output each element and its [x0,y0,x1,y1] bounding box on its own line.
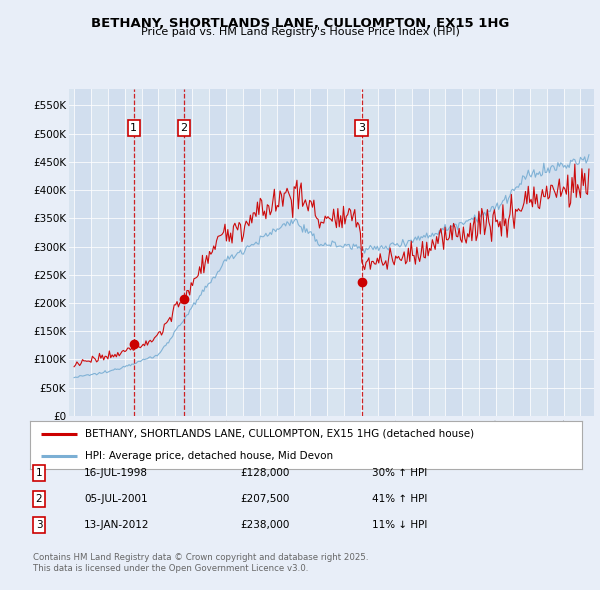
Bar [580,88,598,416]
Text: £128,000: £128,000 [240,468,289,478]
Bar [277,88,293,416]
Text: 1: 1 [130,123,137,133]
Bar [243,88,260,416]
Text: 05-JUL-2001: 05-JUL-2001 [84,494,148,504]
Text: £207,500: £207,500 [240,494,289,504]
Bar [142,88,158,416]
Text: 13-JAN-2012: 13-JAN-2012 [84,520,149,530]
Bar [412,88,428,416]
Bar [175,88,192,416]
Bar [344,88,361,416]
Text: BETHANY, SHORTLANDS LANE, CULLOMPTON, EX15 1HG: BETHANY, SHORTLANDS LANE, CULLOMPTON, EX… [91,17,509,30]
Text: BETHANY, SHORTLANDS LANE, CULLOMPTON, EX15 1HG (detached house): BETHANY, SHORTLANDS LANE, CULLOMPTON, EX… [85,429,475,439]
Bar [513,88,530,416]
Text: 11% ↓ HPI: 11% ↓ HPI [372,520,427,530]
Bar [547,88,563,416]
Text: 1: 1 [35,468,43,478]
Bar [108,88,125,416]
Text: 2: 2 [35,494,43,504]
Text: 2: 2 [181,123,188,133]
Bar [310,88,327,416]
Text: Contains HM Land Registry data © Crown copyright and database right 2025.
This d: Contains HM Land Registry data © Crown c… [33,553,368,573]
Bar [479,88,496,416]
Bar [378,88,395,416]
Bar [209,88,226,416]
Text: 30% ↑ HPI: 30% ↑ HPI [372,468,427,478]
Text: 3: 3 [35,520,43,530]
Bar [74,88,91,416]
Bar [445,88,463,416]
Text: HPI: Average price, detached house, Mid Devon: HPI: Average price, detached house, Mid … [85,451,334,461]
Text: Price paid vs. HM Land Registry's House Price Index (HPI): Price paid vs. HM Land Registry's House … [140,27,460,37]
Text: 16-JUL-1998: 16-JUL-1998 [84,468,148,478]
Text: 41% ↑ HPI: 41% ↑ HPI [372,494,427,504]
Text: £238,000: £238,000 [240,520,289,530]
Text: 3: 3 [358,123,365,133]
